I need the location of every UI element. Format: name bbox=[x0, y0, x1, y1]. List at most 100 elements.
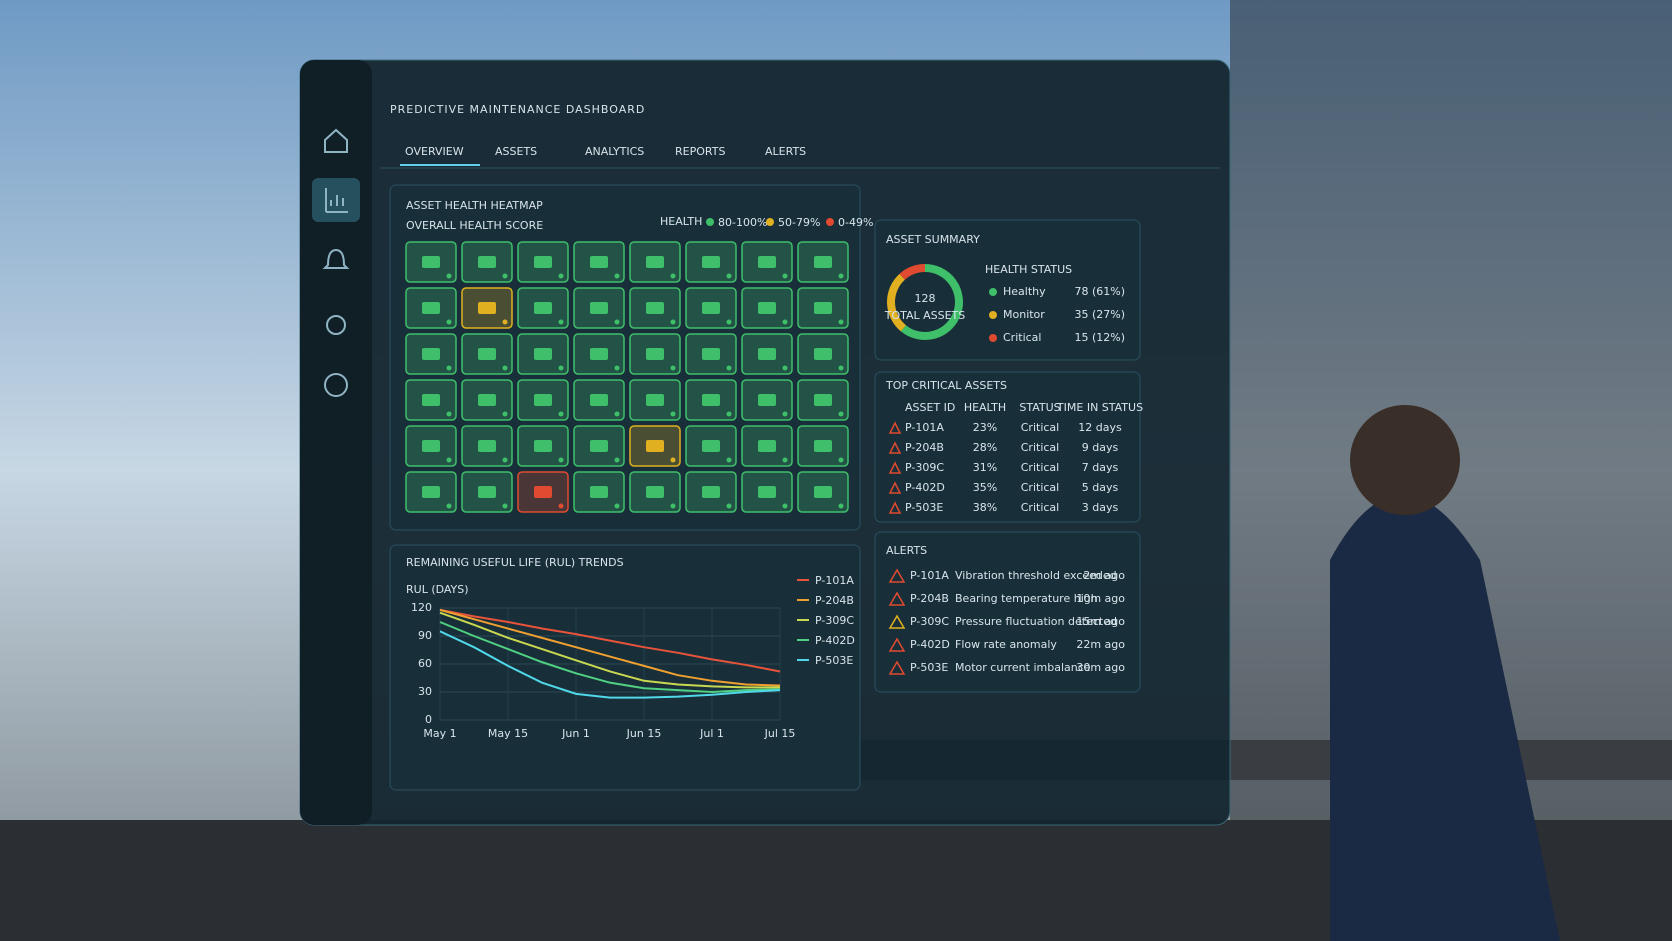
legend-label: 0-49% bbox=[838, 216, 873, 229]
status-dot bbox=[614, 503, 620, 509]
pump-icon bbox=[702, 256, 720, 268]
alert-message: Bearing temperature high bbox=[955, 592, 1098, 605]
status-dot bbox=[726, 319, 732, 325]
legend-dot bbox=[826, 218, 834, 226]
alert-asset: P-204B bbox=[910, 592, 949, 605]
status-dot bbox=[726, 365, 732, 371]
status-dot bbox=[502, 457, 508, 463]
status-dot bbox=[502, 365, 508, 371]
pump-icon bbox=[478, 348, 496, 360]
status-dot bbox=[782, 319, 788, 325]
legend-label: 50-79% bbox=[778, 216, 820, 229]
table-cell: 31% bbox=[973, 461, 997, 474]
pump-icon bbox=[758, 486, 776, 498]
pump-icon bbox=[702, 348, 720, 360]
dashboard-title: PREDICTIVE MAINTENANCE DASHBOARD bbox=[390, 103, 645, 116]
status-dot bbox=[726, 457, 732, 463]
pump-icon bbox=[702, 394, 720, 406]
x-tick-label: Jul 1 bbox=[699, 727, 724, 740]
y-tick-label: 120 bbox=[411, 601, 432, 614]
pump-icon bbox=[758, 302, 776, 314]
status-dot bbox=[782, 365, 788, 371]
pump-icon bbox=[590, 256, 608, 268]
pump-icon bbox=[534, 486, 552, 498]
status-dot bbox=[558, 319, 564, 325]
table-cell: 35% bbox=[973, 481, 997, 494]
status-dot bbox=[838, 503, 844, 509]
sidebar-icons bbox=[312, 128, 360, 397]
donut-segment bbox=[887, 273, 907, 332]
pump-icon bbox=[590, 394, 608, 406]
pump-icon bbox=[422, 348, 440, 360]
status-dot bbox=[558, 365, 564, 371]
status-value: 15 (12%) bbox=[1074, 331, 1125, 344]
table-cell: Critical bbox=[1021, 461, 1059, 474]
status-dot bbox=[614, 411, 620, 417]
nav-tab[interactable]: REPORTS bbox=[675, 145, 725, 158]
donut-segment bbox=[900, 264, 963, 340]
legend-title: HEALTH bbox=[660, 215, 702, 228]
legend-label: P-402D bbox=[815, 634, 855, 647]
table-cell: Critical bbox=[1021, 501, 1059, 514]
pump-icon bbox=[814, 348, 832, 360]
table-cell: P-204B bbox=[905, 441, 944, 454]
column-header: TIME IN STATUS bbox=[1056, 401, 1143, 414]
home-icon[interactable] bbox=[324, 128, 348, 153]
status-dot bbox=[782, 411, 788, 417]
pump-icon bbox=[534, 440, 552, 452]
status-dot bbox=[670, 273, 676, 279]
critical-icon bbox=[888, 421, 902, 434]
nav-tab[interactable]: ANALYTICS bbox=[585, 145, 644, 158]
pump-icon bbox=[590, 440, 608, 452]
status-label: Monitor bbox=[1003, 308, 1045, 321]
table-cell: P-309C bbox=[905, 461, 944, 474]
status-label: Critical bbox=[1003, 331, 1041, 344]
status-dot bbox=[558, 273, 564, 279]
pump-icon bbox=[422, 302, 440, 314]
nav-tab[interactable]: ALERTS bbox=[765, 145, 806, 158]
pump-icon bbox=[814, 440, 832, 452]
x-tick-label: May 15 bbox=[488, 727, 528, 740]
table-cell: 5 days bbox=[1082, 481, 1119, 494]
heatmap-subtitle: OVERALL HEALTH SCORE bbox=[406, 219, 543, 232]
status-dot bbox=[726, 503, 732, 509]
nav-tab[interactable]: ASSETS bbox=[495, 145, 537, 158]
pump-icon bbox=[478, 486, 496, 498]
status-dot bbox=[502, 319, 508, 325]
legend-label: P-309C bbox=[815, 614, 854, 627]
y-tick-label: 30 bbox=[418, 685, 432, 698]
table-cell: Critical bbox=[1021, 421, 1059, 434]
y-tick-label: 60 bbox=[418, 657, 432, 670]
rul-line bbox=[439, 630, 781, 699]
alert-message: Pressure fluctuation detected bbox=[955, 615, 1117, 628]
status-dot bbox=[614, 365, 620, 371]
x-tick-label: Jun 15 bbox=[626, 727, 662, 740]
status-dot bbox=[670, 457, 676, 463]
help-icon[interactable] bbox=[324, 373, 348, 397]
alert-message: Flow rate anomaly bbox=[955, 638, 1057, 651]
status-dot bbox=[446, 457, 452, 463]
rul-line bbox=[439, 611, 780, 689]
alert-time: 10m ago bbox=[1076, 592, 1125, 605]
status-dot bbox=[502, 411, 508, 417]
column-header: HEALTH bbox=[964, 401, 1006, 414]
status-dot bbox=[838, 365, 844, 371]
column-header: ASSET ID bbox=[905, 401, 955, 414]
pump-icon bbox=[814, 394, 832, 406]
critical-card bbox=[874, 371, 1141, 523]
pump-icon bbox=[814, 302, 832, 314]
status-dot bbox=[726, 411, 732, 417]
settings-icon[interactable] bbox=[326, 315, 346, 335]
status-dot bbox=[446, 411, 452, 417]
alerts-card bbox=[874, 531, 1141, 693]
pump-icon bbox=[646, 394, 664, 406]
bell-icon[interactable] bbox=[322, 248, 350, 269]
nav-tab[interactable]: OVERVIEW bbox=[405, 145, 464, 158]
table-cell: 3 days bbox=[1082, 501, 1119, 514]
total-label: TOTAL ASSETS bbox=[884, 309, 966, 322]
pump-icon bbox=[646, 486, 664, 498]
summary-title: ASSET SUMMARY bbox=[886, 233, 980, 246]
status-dot bbox=[838, 273, 844, 279]
status-icon bbox=[989, 334, 997, 342]
table-cell: Critical bbox=[1021, 481, 1059, 494]
